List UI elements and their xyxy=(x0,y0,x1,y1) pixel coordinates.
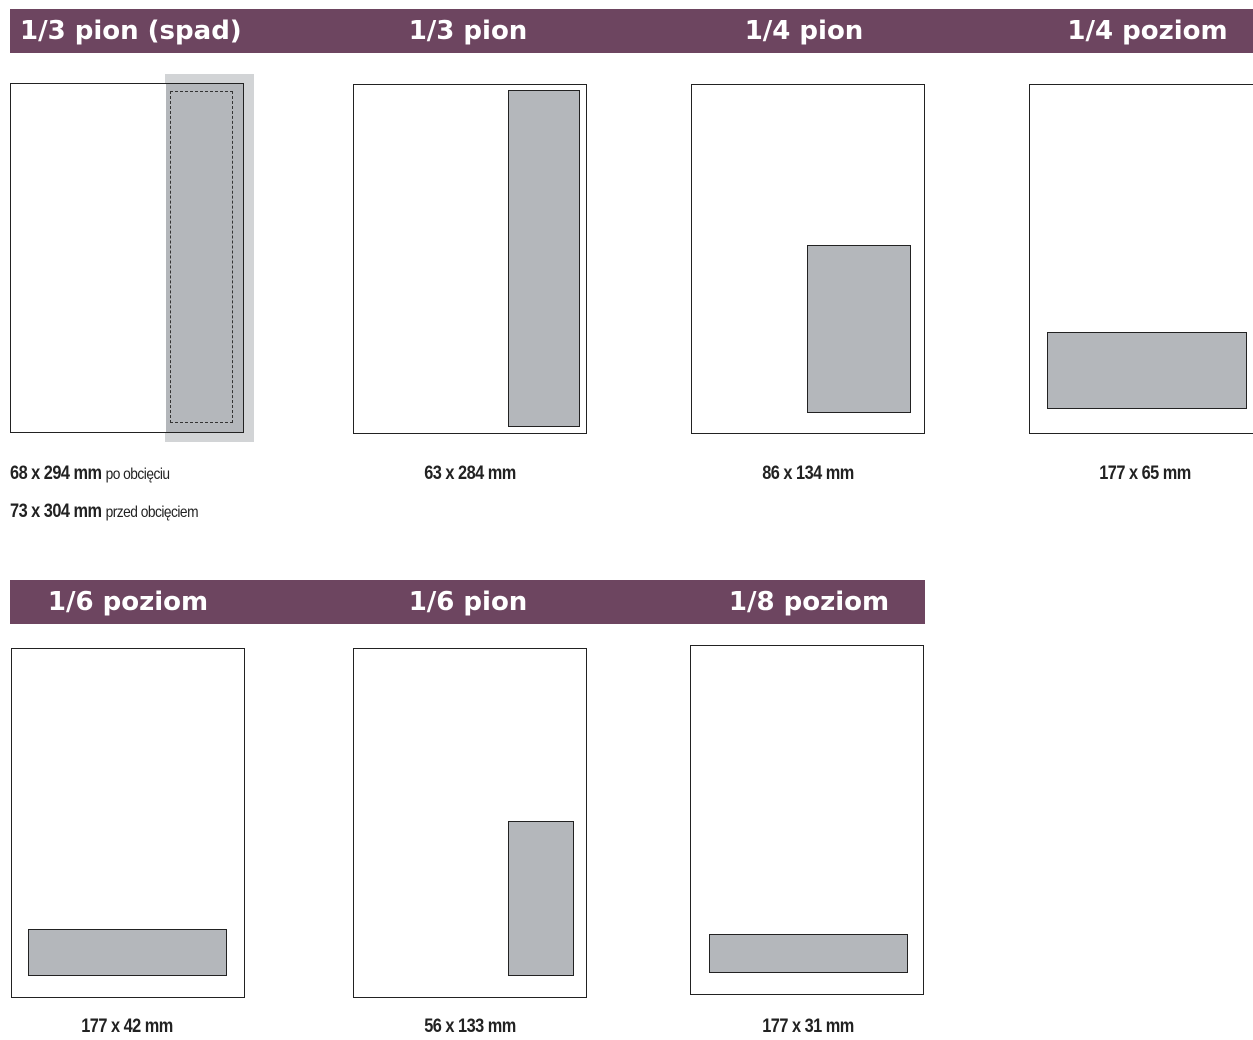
dimension-size: 73 x 304 mm xyxy=(10,501,102,522)
dimension-label-trimmed: 68 x 294 mm po obcięciu xyxy=(10,463,170,485)
format-title-1-3-pion: 1/3 pion xyxy=(408,16,528,46)
format-title-1-8-poziom: 1/8 poziom xyxy=(728,587,890,617)
dimension-label-untrimmed: 73 x 304 mm przed obcięciem xyxy=(10,501,199,523)
dimension-size: 86 x 134 mm xyxy=(762,463,854,484)
dimension-label: 177 x 42 mm xyxy=(41,1016,213,1038)
dimension-label: 56 x 133 mm xyxy=(384,1016,556,1038)
dimension-label: 63 x 284 mm xyxy=(384,463,556,485)
dimension-note: po obcięciu xyxy=(105,466,170,483)
dimension-size: 177 x 42 mm xyxy=(81,1016,173,1037)
header-band-row1 xyxy=(10,9,1253,53)
dimension-size: 56 x 133 mm xyxy=(424,1016,516,1037)
ad-area xyxy=(508,821,574,976)
dimension-size: 177 x 31 mm xyxy=(762,1016,854,1037)
format-title-1-6-poziom: 1/6 poziom xyxy=(47,587,209,617)
dimension-label: 86 x 134 mm xyxy=(722,463,894,485)
page-edge xyxy=(10,83,166,433)
dimension-label: 177 x 31 mm xyxy=(722,1016,894,1038)
ad-area xyxy=(508,90,580,427)
ad-area xyxy=(807,245,911,413)
ad-area xyxy=(165,83,244,433)
safe-zone-outline xyxy=(170,91,233,423)
dimension-size: 68 x 294 mm xyxy=(10,463,102,484)
ad-area xyxy=(709,934,908,973)
header-band-row2 xyxy=(10,580,925,624)
format-title-1-4-pion: 1/4 pion xyxy=(744,16,864,46)
dimension-note: przed obcięciem xyxy=(105,504,199,521)
ad-area xyxy=(1047,332,1247,409)
format-title-1-6-pion: 1/6 pion xyxy=(408,587,528,617)
format-title-1-4-poziom: 1/4 poziom xyxy=(1067,16,1228,46)
ad-area xyxy=(28,929,227,976)
dimension-size: 177 x 65 mm xyxy=(1099,463,1191,484)
dimension-size: 63 x 284 mm xyxy=(424,463,516,484)
format-title-1-3-pion-spad: 1/3 pion (spad) xyxy=(20,16,242,46)
dimension-label: 177 x 65 mm xyxy=(1059,463,1231,485)
